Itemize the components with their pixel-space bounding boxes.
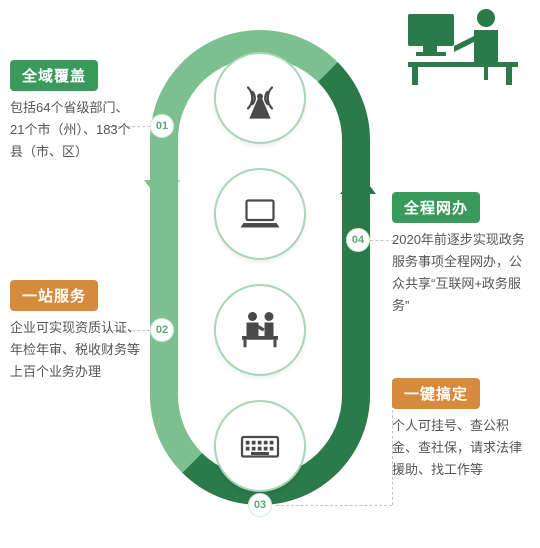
node-antenna [214, 52, 306, 144]
dash-3 [370, 240, 394, 241]
card-one-stop-title: 一站服务 [10, 280, 98, 311]
antenna-icon [236, 74, 284, 122]
node-laptop [214, 168, 306, 260]
infographic-stage: 01 02 03 04 全域覆盖 包括64个省级部门、21个市（州）、183个县… [0, 0, 540, 548]
badge-01: 01 [150, 114, 174, 138]
badge-02-num: 02 [156, 324, 168, 336]
card-one-stop: 一站服务 企业可实现资质认证、年检年审、税收财务等上百个业务办理 [10, 280, 140, 383]
badge-03-num: 03 [254, 499, 266, 511]
card-online: 全程网办 2020年前逐步实现政务服务事项全程网办，公众共享“互联网+政务服务” [392, 192, 532, 317]
dash-4h [276, 505, 392, 506]
badge-01-num: 01 [156, 120, 168, 132]
node-keyboard [214, 400, 306, 492]
person-at-desk-icon [408, 6, 528, 86]
card-one-stop-body: 企业可实现资质认证、年检年审、税收财务等上百个业务办理 [10, 317, 140, 383]
card-coverage-body: 包括64个省级部门、21个市（州）、183个县（市、区） [10, 97, 140, 163]
card-coverage-title: 全域覆盖 [10, 60, 98, 91]
node-service-desk [214, 284, 306, 376]
keyboard-icon [236, 422, 284, 470]
flow-arrow-up [340, 170, 376, 194]
card-one-click-body: 个人可挂号、查公积金、查社保，请求法律援助、找工作等 [392, 415, 532, 481]
card-coverage: 全域覆盖 包括64个省级部门、21个市（州）、183个县（市、区） [10, 60, 140, 163]
card-one-click-title: 一键搞定 [392, 378, 480, 409]
laptop-icon [236, 190, 284, 238]
card-online-title: 全程网办 [392, 192, 480, 223]
card-online-body: 2020年前逐步实现政务服务事项全程网办，公众共享“互联网+政务服务” [392, 229, 532, 317]
badge-02: 02 [150, 318, 174, 342]
flow-arrow-down [144, 180, 180, 204]
service-desk-icon [236, 306, 284, 354]
badge-04-num: 04 [352, 234, 364, 246]
card-one-click: 一键搞定 个人可挂号、查公积金、查社保，请求法律援助、找工作等 [392, 378, 532, 481]
badge-03: 03 [248, 493, 272, 517]
badge-04: 04 [346, 228, 370, 252]
